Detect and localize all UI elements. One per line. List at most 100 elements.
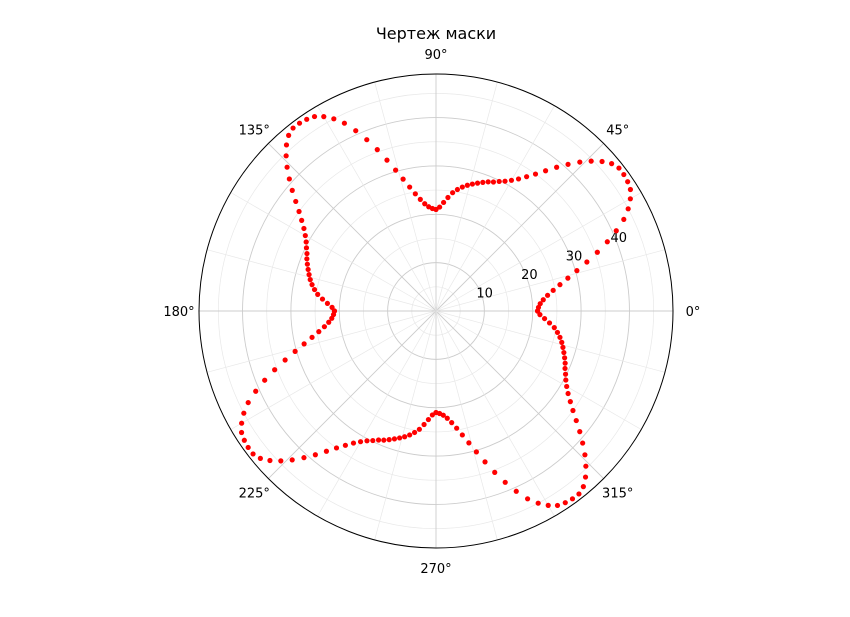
data-point <box>425 416 432 423</box>
angular-gridline-minor <box>435 310 498 541</box>
data-point <box>302 232 308 239</box>
data-point <box>303 245 310 251</box>
data-point <box>400 176 406 182</box>
data-point <box>440 199 447 206</box>
angular-gridline-minor <box>435 310 555 517</box>
angular-gridline-minor <box>435 105 555 312</box>
data-point <box>323 448 330 454</box>
angular-gridline-minor <box>435 249 666 312</box>
angular-gridline-major <box>268 310 437 479</box>
polar-grid <box>199 74 673 548</box>
data-point <box>445 194 451 201</box>
data-point <box>305 266 311 273</box>
data-point <box>296 120 303 126</box>
angular-tick-label: 270° <box>420 562 451 577</box>
data-point <box>301 455 307 461</box>
angular-gridline-minor <box>230 192 437 312</box>
data-point <box>286 132 292 138</box>
data-point <box>267 457 273 464</box>
data-point <box>411 429 418 436</box>
data-point <box>502 178 508 184</box>
angular-gridline-minor <box>374 81 437 312</box>
data-point <box>293 198 299 205</box>
data-point <box>329 315 335 321</box>
data-point <box>561 349 567 356</box>
data-point <box>567 399 573 405</box>
data-point <box>289 187 295 193</box>
angular-gridline-major <box>435 143 604 312</box>
data-point <box>599 158 605 165</box>
data-point <box>594 249 600 255</box>
data-point <box>565 275 571 281</box>
data-point <box>524 174 530 180</box>
data-point <box>562 360 568 366</box>
data-point <box>513 488 519 494</box>
data-point <box>364 438 370 444</box>
radial-tick-labels: 10 20 30 40 <box>476 231 627 302</box>
data-point <box>304 256 310 262</box>
data-point <box>286 176 292 182</box>
data-point <box>245 399 251 406</box>
angular-tick-label: 0° <box>686 305 701 320</box>
data-point <box>621 216 627 223</box>
radial-tick-label: 30 <box>566 249 583 264</box>
data-point <box>464 182 470 188</box>
data-point <box>296 208 302 215</box>
data-point <box>304 261 310 267</box>
data-point <box>370 437 376 444</box>
data-point <box>333 445 340 451</box>
data-point <box>582 452 588 458</box>
data-point <box>299 217 305 223</box>
data-point <box>609 161 615 167</box>
chart-title: Чертеж маски <box>376 24 496 43</box>
data-point <box>289 457 295 463</box>
data-point <box>402 434 408 440</box>
data-point <box>557 334 563 340</box>
data-point <box>580 440 586 446</box>
data-point <box>554 329 561 336</box>
data-point <box>565 390 571 397</box>
data-point <box>391 436 398 442</box>
data-point <box>565 161 571 167</box>
data-point <box>584 259 590 265</box>
angular-gridline-minor <box>435 310 642 430</box>
data-point <box>326 319 332 325</box>
data-point <box>557 282 563 288</box>
data-point <box>426 204 432 210</box>
angular-gridline-minor <box>317 105 437 312</box>
data-point <box>412 191 418 197</box>
data-point <box>407 184 413 190</box>
data-point <box>444 415 450 421</box>
angular-tick-label: 135° <box>239 123 270 138</box>
data-point <box>284 164 290 170</box>
data-point <box>490 179 497 185</box>
data-point <box>474 180 481 186</box>
data-point <box>353 128 359 134</box>
angular-gridline-minor <box>206 249 437 312</box>
data-point <box>544 292 551 298</box>
data-point <box>321 114 327 120</box>
data-point <box>616 165 622 171</box>
data-point <box>532 171 539 177</box>
angular-gridline-minor <box>230 310 437 430</box>
data-point <box>301 341 307 347</box>
data-point <box>304 250 310 257</box>
data-point <box>331 116 337 122</box>
data-point <box>312 452 318 458</box>
data-point <box>316 329 322 335</box>
data-point <box>466 440 472 446</box>
data-point <box>449 419 455 426</box>
data-point <box>407 432 413 438</box>
data-point <box>588 158 594 164</box>
data-point <box>292 348 298 354</box>
data-point <box>535 500 541 506</box>
data-point <box>545 502 551 508</box>
data-point <box>560 344 566 350</box>
data-point <box>627 186 634 193</box>
angular-gridline-major <box>268 143 437 312</box>
angular-tick-label: 45° <box>606 123 629 138</box>
data-point <box>574 268 580 274</box>
data-point <box>580 484 586 490</box>
data-point <box>492 469 498 475</box>
